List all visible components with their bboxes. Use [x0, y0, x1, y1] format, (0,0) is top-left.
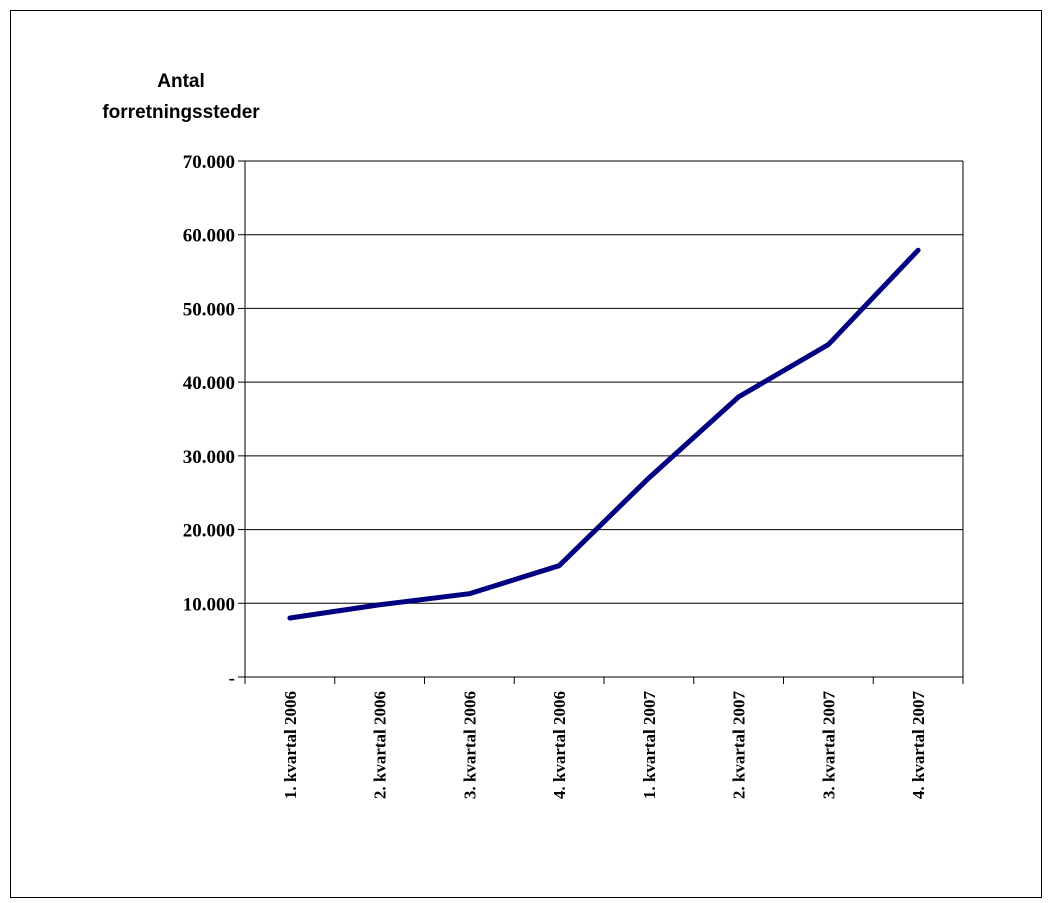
x-tick-label-2: 3. kvartal 2006: [460, 691, 479, 799]
y-tick-label-5: 50.000: [183, 299, 235, 320]
x-tick-label-7: 4. kvartal 2007: [909, 691, 928, 800]
y-axis-label-line-1: Antal: [157, 71, 205, 92]
x-tick-label-4: 1. kvartal 2007: [640, 691, 659, 800]
y-tick-label-4: 40.000: [183, 373, 235, 394]
chart-frame: Antal forretningssteder - 10.000 20.000 30.…: [10, 10, 1042, 898]
y-tick-label-0: -: [229, 668, 235, 689]
x-tick-label-1: 2. kvartal 2006: [371, 691, 390, 799]
series-group: [287, 247, 921, 621]
y-tick-label-2: 20.000: [183, 521, 235, 542]
axes: [244, 161, 964, 678]
y-tick-label-3: 30.000: [183, 447, 235, 468]
y-axis-label-line-2: forretningssteder: [102, 102, 260, 123]
gridlines: [245, 160, 963, 604]
y-tick-label-1: 10.000: [183, 594, 235, 615]
x-tick-label-5: 2. kvartal 2007: [730, 691, 749, 800]
y-axis-label: Antal forretningssteder: [71, 66, 291, 128]
y-tick-label-6: 60.000: [183, 226, 235, 247]
x-tick-label-6: 3. kvartal 2007: [819, 691, 838, 800]
x-tick-label-3: 4. kvartal 2006: [550, 691, 569, 799]
y-axis-ticks: - 10.000 20.000 30.000 40.000 50.000 60.000 70.…: [183, 152, 245, 689]
y-tick-label-7: 70.000: [183, 152, 235, 173]
series-line-0: [287, 247, 921, 621]
x-tick-label-0: 1. kvartal 2006: [281, 691, 300, 799]
x-axis-ticks: 1. kvartal 2006 2. kvartal 2006 3. kvartal…: [244, 677, 964, 800]
line-chart: - 10.000 20.000 30.000 40.000 50.000 60.000 70.…: [183, 152, 964, 800]
